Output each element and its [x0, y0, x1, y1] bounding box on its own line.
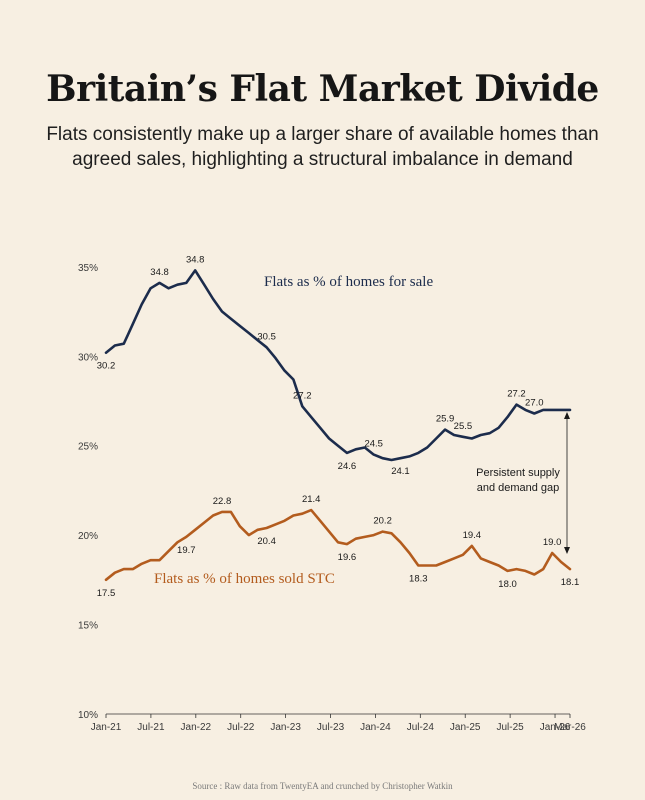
data-label: 27.2	[293, 390, 312, 401]
data-label: 25.5	[454, 421, 473, 432]
y-tick-label: 10%	[78, 710, 98, 721]
gap-annotation: Persistent supply and demand gap	[476, 412, 570, 554]
x-tick-label: Jul-21	[137, 722, 165, 733]
x-tick-label: Jul-25	[497, 722, 525, 733]
chart-title: Britain’s Flat Market Divide	[46, 68, 599, 110]
data-labels: 30.2 34.8 34.8 30.5 27.2 24.6 24.5 24.1 25.925.5…	[97, 254, 580, 598]
x-tick-label: Jul-23	[317, 722, 345, 733]
data-label: 18.3	[409, 574, 428, 585]
data-label: 19.4	[463, 530, 482, 541]
data-label: 27.2	[507, 389, 526, 400]
series-label-sold-stc: Flats as % of homes sold STC	[154, 571, 335, 587]
x-tick-label: Jan-24	[360, 722, 391, 733]
series-lines	[104, 269, 572, 582]
data-label: 21.4	[302, 494, 321, 505]
x-tick-label: Jan-22	[181, 722, 212, 733]
y-tick-label: 15%	[78, 621, 98, 632]
source-note: Source : Raw data from TwentyEA and crun…	[192, 781, 453, 791]
gap-annotation-line-1: Persistent supply	[476, 467, 560, 479]
gap-arrow-head-down	[564, 547, 570, 554]
x-tick-label: Jan-21	[91, 722, 122, 733]
y-tick-label: 20%	[78, 531, 98, 542]
series-label-for-sale: Flats as % of homes for sale	[264, 274, 433, 290]
axes: 10% 15% 20% 25% 30% 35% Jan-21 Jul-21 Jan-22 Jul-…	[78, 263, 586, 733]
chart-subtitle: Flats consistently make up a larger shar…	[46, 124, 599, 170]
y-tick-label: 35%	[78, 263, 98, 274]
data-label: 24.5	[364, 439, 383, 450]
x-tick-label: Jul-24	[407, 722, 435, 733]
data-label: 22.8	[213, 496, 232, 507]
gap-annotation-line-2: and demand gap	[477, 482, 560, 494]
y-tick-label: 30%	[78, 352, 98, 363]
data-label: 18.1	[561, 577, 580, 588]
data-label: 19.6	[338, 552, 357, 563]
data-label: 27.0	[525, 398, 544, 409]
data-label: 20.2	[373, 516, 392, 527]
y-tick-label: 25%	[78, 442, 98, 453]
x-tick-label: Jul-22	[227, 722, 255, 733]
x-tick-label: Jan-23	[270, 722, 301, 733]
data-label: 25.9	[436, 414, 455, 425]
data-label: 34.8	[186, 254, 205, 265]
data-label: 24.6	[338, 461, 357, 472]
data-label: 20.4	[257, 536, 276, 547]
x-tick-label: Jan-26	[540, 722, 571, 733]
data-label: 19.0	[543, 537, 562, 548]
data-label: 34.8	[150, 267, 169, 278]
line-for-sale	[104, 269, 572, 462]
x-tick-label: Jan-25	[450, 722, 481, 733]
data-label: 24.1	[391, 466, 410, 477]
data-label: 19.7	[177, 545, 196, 556]
gap-arrow-head-up	[564, 412, 570, 419]
x-tick-label: Mar-26	[554, 722, 586, 733]
line-sold-stc	[104, 508, 572, 582]
data-label: 30.2	[97, 361, 116, 372]
data-label: 17.5	[97, 588, 116, 599]
data-label: 18.0	[498, 579, 517, 590]
data-label: 30.5	[257, 331, 276, 342]
